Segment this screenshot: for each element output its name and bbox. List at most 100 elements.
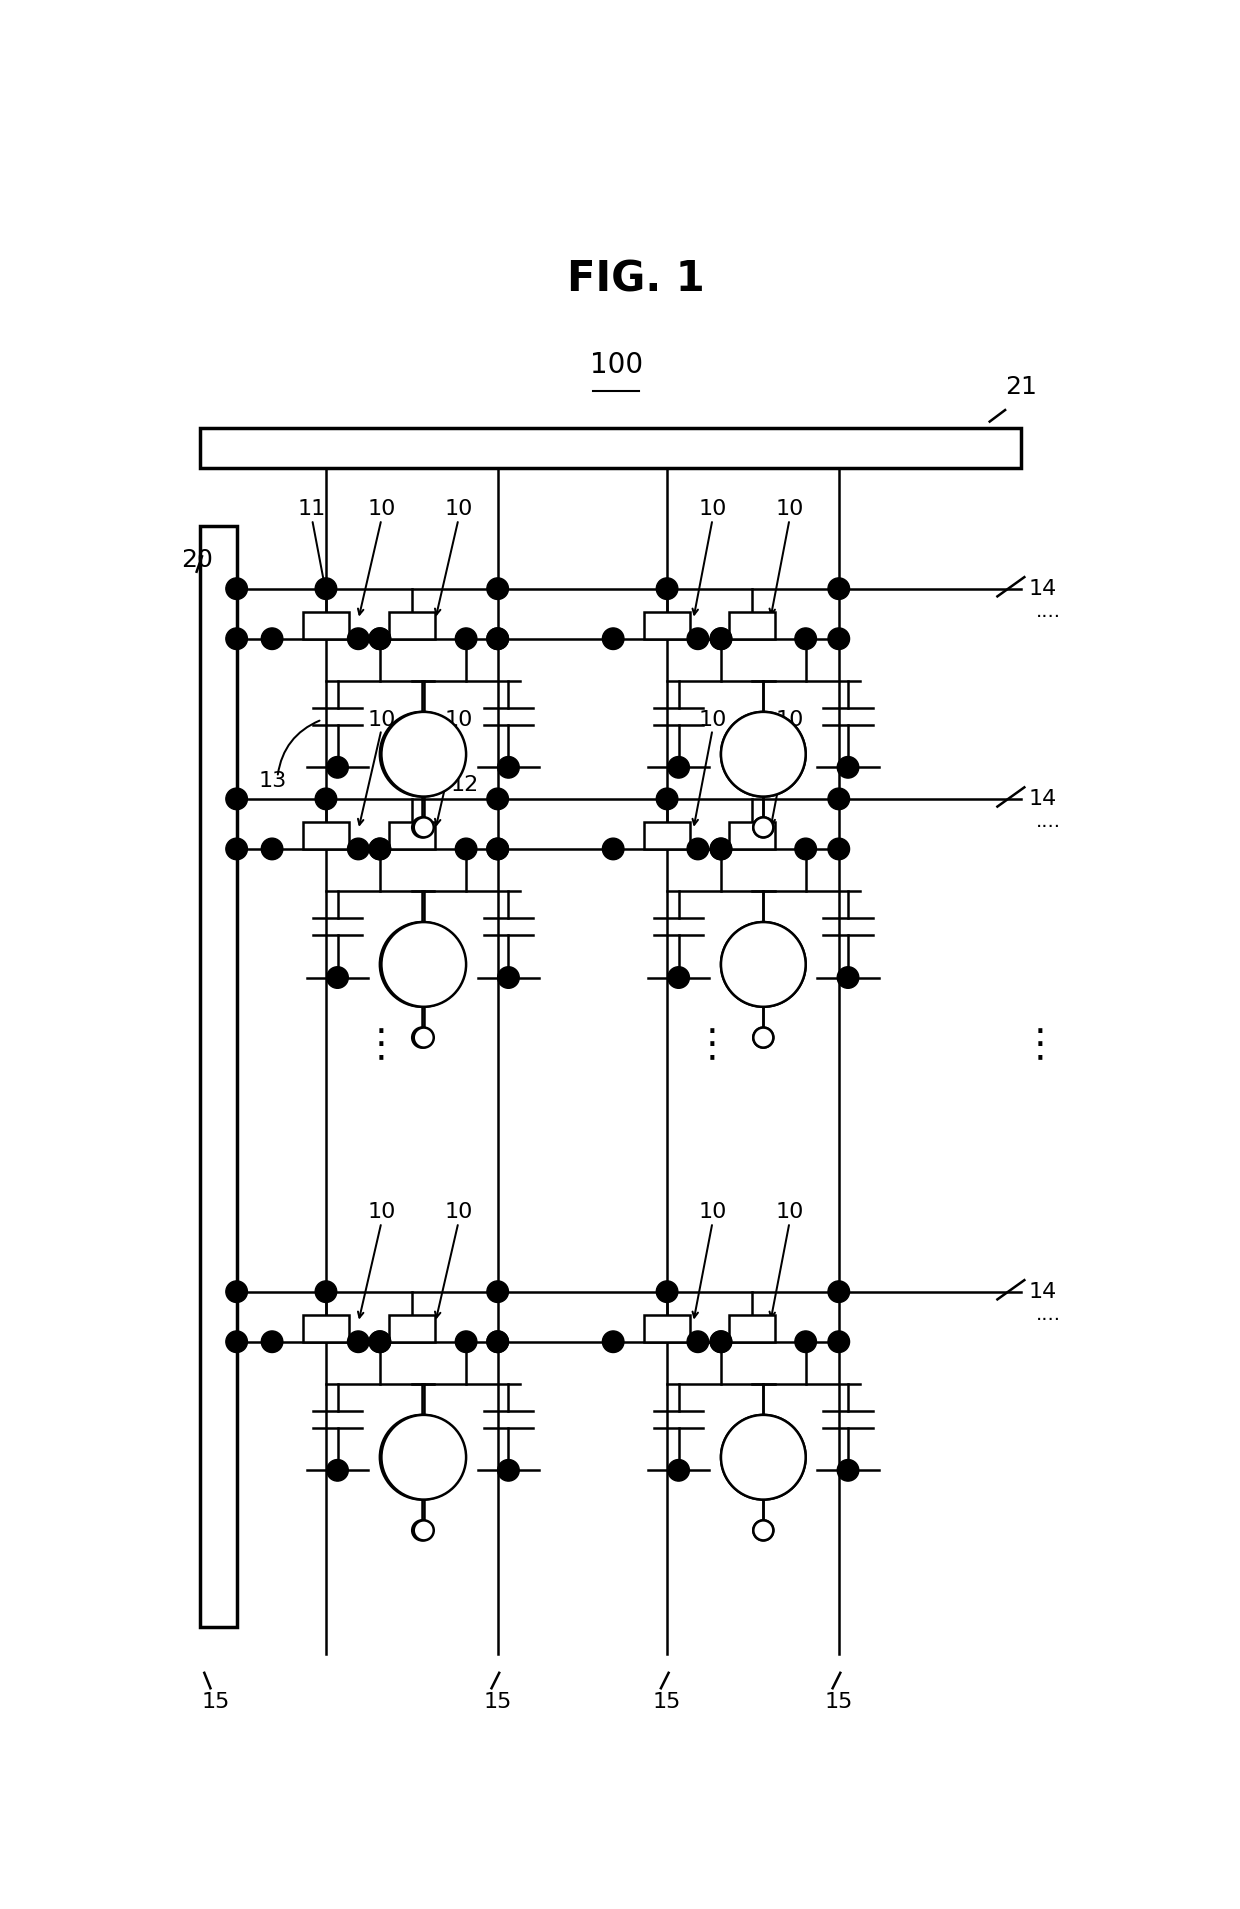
Circle shape	[837, 1460, 859, 1481]
Circle shape	[487, 628, 508, 649]
Bar	[644, 1315, 691, 1342]
Circle shape	[668, 756, 689, 779]
Text: 15: 15	[825, 1691, 853, 1712]
Circle shape	[414, 1027, 434, 1048]
Text: 21: 21	[1006, 374, 1037, 399]
Circle shape	[668, 966, 689, 989]
Bar	[729, 823, 775, 850]
Text: 14: 14	[1028, 578, 1056, 599]
Circle shape	[370, 1331, 391, 1352]
Circle shape	[370, 628, 391, 649]
Bar	[389, 1315, 435, 1342]
Text: 10: 10	[367, 500, 396, 519]
Circle shape	[455, 1331, 477, 1352]
Circle shape	[315, 578, 337, 599]
Text: ⋮: ⋮	[693, 1027, 732, 1065]
Circle shape	[487, 628, 508, 649]
Circle shape	[828, 838, 849, 859]
Bar	[303, 823, 350, 850]
Circle shape	[382, 922, 466, 1006]
Text: 15: 15	[653, 1691, 681, 1712]
Bar	[389, 823, 435, 850]
Text: 20: 20	[181, 548, 213, 573]
Circle shape	[262, 628, 283, 649]
Text: FIG. 1: FIG. 1	[567, 258, 704, 300]
Text: ....: ....	[1035, 601, 1061, 620]
Circle shape	[828, 788, 849, 809]
Bar	[389, 611, 435, 640]
Text: 10: 10	[698, 500, 727, 519]
Circle shape	[828, 1281, 849, 1302]
Circle shape	[837, 756, 859, 779]
Circle shape	[795, 838, 816, 859]
Circle shape	[603, 1331, 624, 1352]
Circle shape	[720, 1415, 806, 1500]
Text: 10: 10	[444, 710, 472, 729]
Bar	[644, 823, 691, 850]
Circle shape	[379, 1415, 465, 1500]
Circle shape	[226, 578, 248, 599]
Circle shape	[687, 1331, 708, 1352]
Circle shape	[370, 628, 391, 649]
Circle shape	[497, 756, 520, 779]
Circle shape	[828, 1331, 849, 1352]
Circle shape	[754, 1520, 774, 1541]
Circle shape	[720, 922, 806, 1006]
Circle shape	[326, 966, 348, 989]
Text: 10: 10	[698, 710, 727, 729]
Bar	[303, 611, 350, 640]
Circle shape	[837, 966, 859, 989]
Circle shape	[347, 838, 370, 859]
Circle shape	[497, 1460, 520, 1481]
Circle shape	[487, 1281, 508, 1302]
Circle shape	[754, 817, 774, 838]
Text: 14: 14	[1028, 788, 1056, 809]
Circle shape	[412, 1520, 433, 1541]
Circle shape	[487, 788, 508, 809]
Circle shape	[754, 817, 774, 838]
Circle shape	[226, 628, 248, 649]
Bar	[303, 1315, 350, 1342]
Text: 100: 100	[590, 351, 642, 380]
Circle shape	[382, 1415, 466, 1500]
Circle shape	[754, 1520, 774, 1541]
Circle shape	[412, 817, 433, 838]
Circle shape	[315, 788, 337, 809]
Bar	[729, 1315, 775, 1342]
Circle shape	[711, 1331, 732, 1352]
Circle shape	[370, 838, 391, 859]
Circle shape	[603, 628, 624, 649]
Circle shape	[326, 756, 348, 779]
Circle shape	[711, 838, 732, 859]
Circle shape	[379, 712, 465, 796]
Circle shape	[487, 838, 508, 859]
Circle shape	[414, 817, 434, 838]
Bar	[201, 525, 237, 1626]
Circle shape	[226, 788, 248, 809]
Text: 12: 12	[450, 775, 479, 794]
Circle shape	[262, 1331, 283, 1352]
Text: 15: 15	[484, 1691, 512, 1712]
Text: 11: 11	[298, 500, 326, 519]
Circle shape	[487, 1331, 508, 1352]
Circle shape	[226, 838, 248, 859]
Bar	[201, 428, 1021, 468]
Bar	[644, 611, 691, 640]
Circle shape	[720, 712, 806, 796]
Circle shape	[326, 1460, 348, 1481]
Circle shape	[754, 1027, 774, 1048]
Circle shape	[711, 1331, 732, 1352]
Text: ....: ....	[1035, 813, 1061, 832]
Circle shape	[656, 788, 678, 809]
Text: 10: 10	[444, 500, 472, 519]
Circle shape	[487, 838, 508, 859]
Circle shape	[720, 1415, 806, 1500]
Circle shape	[370, 838, 391, 859]
Text: 10: 10	[698, 1203, 727, 1222]
Circle shape	[412, 1027, 433, 1048]
Circle shape	[711, 628, 732, 649]
Text: ....: ....	[1035, 1306, 1061, 1325]
Circle shape	[656, 1281, 678, 1302]
Circle shape	[711, 838, 732, 859]
Circle shape	[226, 1331, 248, 1352]
